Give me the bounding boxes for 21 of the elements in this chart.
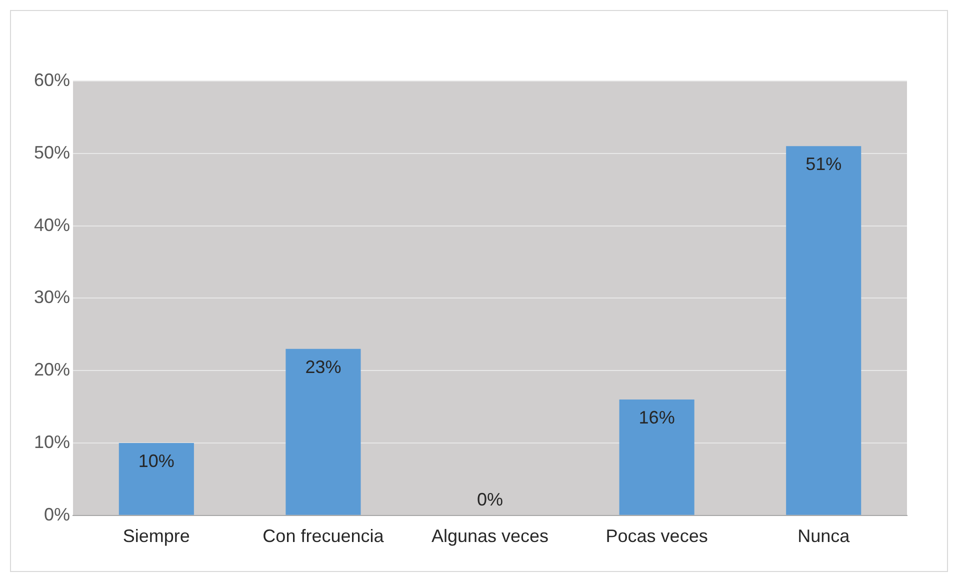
data-label: 23% [305,356,342,377]
bar [619,400,694,515]
y-tick-label: 50% [34,142,70,162]
data-label: 51% [806,154,842,174]
x-tick-label: Con frecuencia [262,526,385,546]
x-tick-label: Pocas veces [606,526,708,546]
bar [786,146,862,515]
data-label: 16% [638,408,675,428]
x-tick-label: Siempre [122,526,190,546]
data-label: 0% [477,489,504,510]
y-tick-label: 0% [44,504,70,524]
bar [118,443,194,515]
y-tick-label: 10% [34,432,70,452]
x-tick-label: Algunas veces [431,526,549,546]
y-tick-label: 20% [34,360,70,380]
x-tick-label: Nunca [798,526,851,546]
y-tick-label: 30% [34,287,70,308]
y-tick-label: 60% [34,70,70,90]
bar [286,348,361,515]
y-tick-label: 40% [34,214,70,235]
data-label: 10% [138,450,174,471]
